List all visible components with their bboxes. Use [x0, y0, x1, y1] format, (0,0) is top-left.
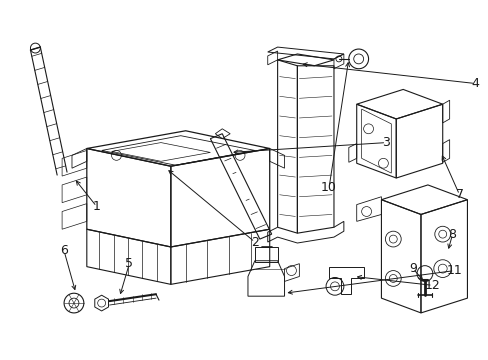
Text: 6: 6: [60, 244, 68, 257]
Text: 4: 4: [470, 77, 478, 90]
Text: 1: 1: [93, 200, 101, 213]
Text: 8: 8: [447, 228, 456, 240]
Text: 2: 2: [250, 235, 258, 248]
Text: 3: 3: [382, 136, 389, 149]
Text: 5: 5: [125, 257, 133, 270]
Text: 12: 12: [424, 279, 440, 292]
Text: 7: 7: [455, 188, 463, 201]
Text: 10: 10: [321, 181, 336, 194]
Text: 11: 11: [446, 264, 462, 277]
Text: 9: 9: [408, 262, 416, 275]
